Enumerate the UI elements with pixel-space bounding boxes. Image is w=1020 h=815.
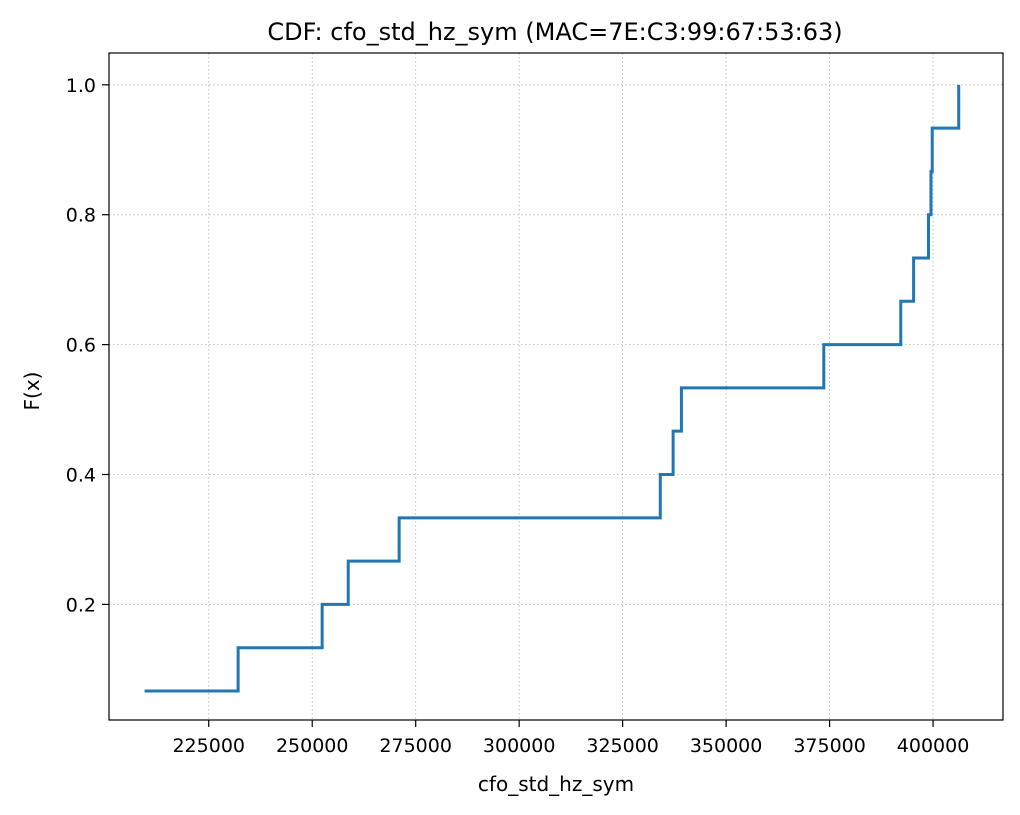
x-tick-label: 350000 bbox=[690, 735, 763, 757]
plot-frame bbox=[108, 52, 1004, 721]
y-tick-label: 1.0 bbox=[66, 75, 96, 97]
y-tick-label: 0.4 bbox=[66, 465, 96, 487]
x-tick-label: 325000 bbox=[586, 735, 659, 757]
y-axis-label: F(x) bbox=[20, 372, 44, 411]
x-tick-label: 400000 bbox=[897, 735, 970, 757]
x-tick-label: 275000 bbox=[379, 735, 452, 757]
x-tick-label: 250000 bbox=[276, 735, 349, 757]
cdf-step-line bbox=[144, 84, 961, 693]
x-tick-label: 225000 bbox=[172, 735, 245, 757]
x-tick-label: 300000 bbox=[483, 735, 556, 757]
x-axis-label: cfo_std_hz_sym bbox=[478, 772, 634, 796]
grid-layer bbox=[109, 53, 1003, 720]
chart-title: CDF: cfo_std_hz_sym (MAC=7E:C3:99:67:53:… bbox=[267, 18, 842, 46]
y-tick-label: 0.8 bbox=[66, 205, 96, 227]
x-tick-label: 375000 bbox=[793, 735, 866, 757]
y-tick-label: 0.6 bbox=[66, 335, 96, 357]
y-tick-label: 0.2 bbox=[66, 594, 96, 616]
ticks-layer: 225000 250000 275000 300000 325000 350000 3750… bbox=[66, 75, 970, 757]
series-layer bbox=[144, 84, 961, 693]
